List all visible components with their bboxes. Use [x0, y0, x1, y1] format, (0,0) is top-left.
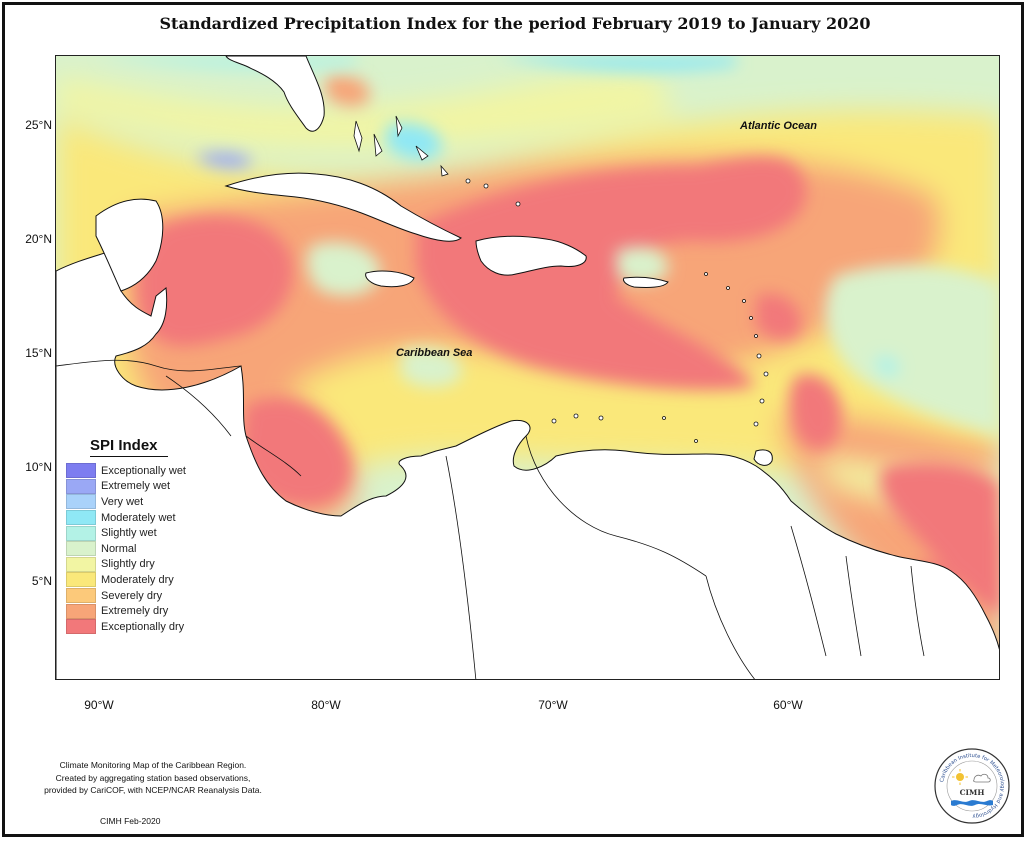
jamaica-landmass: [365, 270, 415, 288]
legend-rows: Exceptionally wet Extremely wet Very wet Mo…: [66, 463, 236, 635]
legend-label: Slightly wet: [101, 527, 157, 540]
legend-swatch: [66, 525, 96, 541]
credits-line-3: provided by CariCOF, with NCEP/NCAR Rean…: [44, 785, 262, 795]
legend-item: Slightly dry: [66, 556, 236, 573]
legend-item: Slightly wet: [66, 525, 236, 541]
continent-landmass: [56, 250, 999, 679]
sun-icon: [956, 773, 964, 781]
lat-label-25n: 25°N: [25, 118, 52, 132]
legend-item: Very wet: [66, 494, 236, 510]
credits-line-2: Created by aggregating station based obs…: [55, 772, 251, 783]
hispaniola-landmass: [475, 235, 587, 276]
land-layer: [56, 56, 999, 679]
cimh-logo: Caribbean Institute for Meteorology and …: [933, 747, 1011, 825]
trinidad-landmass: [753, 449, 773, 466]
yucatan-landmass: [95, 198, 164, 292]
legend-swatch: [66, 494, 96, 510]
legend-item: Normal: [66, 541, 236, 557]
legend-label: Moderately dry: [101, 573, 174, 586]
legend-title: SPI Index: [90, 437, 158, 454]
caribbean-sea-label: Caribbean Sea: [396, 347, 473, 359]
lat-label-20n: 20°N: [25, 232, 52, 246]
legend-label: Severely dry: [101, 589, 163, 602]
lon-label-70w: 70°W: [538, 698, 568, 712]
legend-item: Extremely wet: [66, 478, 236, 495]
legend-label: Exceptionally wet: [101, 464, 186, 477]
legend-swatch: [66, 588, 96, 604]
legend-item: Extremely dry: [66, 603, 236, 619]
atlantic-ocean-label: Atlantic Ocean: [740, 120, 818, 132]
legend-swatch: [66, 619, 96, 635]
legend-label: Slightly dry: [101, 558, 155, 571]
spi-map: [55, 55, 1000, 680]
legend-swatch: [66, 510, 96, 526]
legend-item: Moderately wet: [66, 510, 236, 526]
cuba-landmass: [224, 172, 462, 242]
legend-swatch: [66, 572, 96, 588]
legend-label: Very wet: [101, 495, 144, 508]
map-title: Standardized Precipitation Index for the…: [159, 14, 871, 33]
legend-label: Exceptionally dry: [101, 620, 185, 633]
legend-label: Extremely wet: [101, 480, 171, 493]
legend-swatch: [66, 541, 96, 557]
legend-label: Extremely dry: [101, 605, 169, 618]
lon-label-80w: 80°W: [311, 698, 341, 712]
legend-title-underline: [90, 456, 168, 457]
legend-label: Moderately wet: [101, 511, 176, 524]
country-borders: [56, 359, 925, 679]
lat-label-5n: 5°N: [31, 574, 52, 588]
puerto-rico-landmass: [623, 276, 669, 288]
legend-swatch: [66, 463, 96, 479]
florida-landmass: [225, 56, 325, 132]
credits-date: CIMH Feb-2020: [100, 816, 161, 826]
legend-swatch: [66, 556, 96, 572]
legend-item: Severely dry: [66, 588, 236, 604]
legend-item: Moderately dry: [66, 572, 236, 588]
lat-label-15n: 15°N: [25, 346, 52, 360]
lon-label-60w: 60°W: [773, 698, 803, 712]
legend-label: Normal: [101, 542, 137, 555]
legend-item: Exceptionally dry: [66, 619, 236, 635]
cimh-abbr: CIMH: [960, 788, 985, 797]
spi-map-canvas: [56, 56, 999, 679]
sun-rays-icon: [952, 769, 968, 785]
spi-legend: SPI Index Exceptionally wet Extremely wet…: [66, 437, 236, 635]
small-islands: [353, 115, 769, 443]
cloud-icon: [973, 773, 991, 783]
lat-label-10n: 10°N: [25, 460, 52, 474]
cimh-logo-graphic: Caribbean Institute for Meteorology and …: [934, 748, 1010, 824]
legend-swatch: [66, 478, 96, 494]
credits-line-1: Climate Monitoring Map of the Caribbean …: [59, 760, 247, 770]
lon-label-90w: 90°W: [84, 698, 114, 712]
legend-swatch: [66, 603, 96, 619]
legend-item: Exceptionally wet: [66, 463, 236, 479]
wave-icon: [951, 800, 993, 806]
map-credits: Climate Monitoring Map of the Caribbean …: [28, 759, 278, 797]
